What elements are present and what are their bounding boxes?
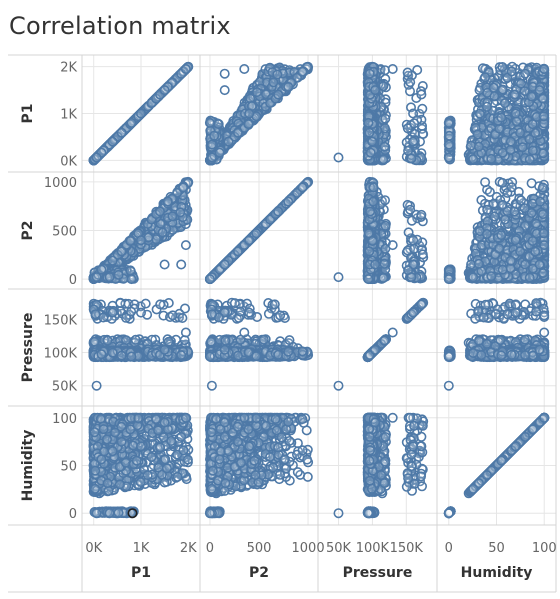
data-point[interactable] [378, 81, 389, 92]
data-point[interactable] [497, 84, 508, 95]
data-point[interactable] [239, 64, 250, 75]
data-point[interactable] [107, 136, 118, 147]
data-point[interactable] [243, 119, 254, 130]
data-point[interactable] [408, 108, 419, 119]
scatter-points[interactable] [88, 61, 550, 519]
data-point[interactable] [497, 61, 508, 72]
data-point[interactable] [416, 89, 427, 100]
data-point[interactable] [252, 87, 263, 98]
data-point[interactable] [524, 154, 535, 165]
data-point[interactable] [223, 136, 234, 147]
data-point[interactable] [406, 153, 417, 164]
data-point[interactable] [367, 136, 378, 147]
data-point[interactable] [209, 130, 220, 141]
data-point[interactable] [417, 129, 428, 140]
data-point[interactable] [443, 139, 454, 150]
data-point[interactable] [443, 152, 454, 163]
points-p1-vs-p1[interactable] [88, 61, 194, 166]
data-point[interactable] [444, 130, 455, 141]
data-point[interactable] [136, 108, 147, 119]
data-point[interactable] [213, 119, 224, 130]
data-point[interactable] [116, 127, 127, 138]
data-point[interactable] [526, 91, 537, 102]
data-point[interactable] [379, 141, 390, 152]
data-point[interactable] [283, 81, 294, 92]
data-point[interactable] [206, 152, 217, 163]
data-point[interactable] [510, 108, 521, 119]
data-point[interactable] [364, 68, 375, 79]
data-point[interactable] [363, 117, 374, 128]
cell-pressure-vs-pressure [318, 289, 437, 406]
data-point[interactable] [297, 66, 308, 77]
data-point[interactable] [480, 72, 491, 83]
data-point[interactable] [497, 147, 508, 158]
data-point[interactable] [496, 112, 507, 123]
data-point[interactable] [402, 67, 413, 78]
data-point[interactable] [515, 127, 526, 138]
chart-title: Correlation matrix [9, 12, 231, 40]
data-point[interactable] [539, 64, 550, 75]
data-point[interactable] [417, 103, 428, 114]
data-point[interactable] [509, 89, 520, 100]
data-point[interactable] [405, 77, 416, 88]
data-point[interactable] [219, 68, 230, 79]
data-point[interactable] [273, 89, 284, 100]
data-point[interactable] [370, 85, 381, 96]
data-point[interactable] [219, 85, 230, 96]
data-point[interactable] [159, 85, 170, 96]
matrix-frame [8, 54, 557, 593]
data-point[interactable] [538, 111, 549, 122]
data-point[interactable] [378, 154, 389, 165]
data-point[interactable] [505, 136, 516, 147]
data-point[interactable] [499, 98, 510, 109]
data-point[interactable] [364, 127, 375, 138]
data-point[interactable] [506, 66, 517, 77]
data-point[interactable] [473, 141, 484, 152]
data-point[interactable] [244, 108, 255, 119]
data-point[interactable] [486, 153, 497, 164]
data-point[interactable] [517, 142, 528, 153]
data-point[interactable] [126, 117, 137, 128]
data-point[interactable] [272, 69, 283, 80]
data-point[interactable] [365, 147, 376, 158]
data-point[interactable] [468, 154, 479, 165]
data-point[interactable] [520, 68, 531, 79]
data-point[interactable] [180, 64, 191, 75]
data-point[interactable] [214, 147, 225, 158]
data-point[interactable] [91, 152, 102, 163]
data-point[interactable] [380, 113, 391, 124]
data-point[interactable] [474, 108, 485, 119]
data-point[interactable] [443, 117, 454, 128]
data-point[interactable] [204, 117, 215, 128]
data-point[interactable] [409, 118, 420, 129]
data-point[interactable] [527, 145, 538, 156]
data-point[interactable] [333, 152, 344, 163]
data-point[interactable] [472, 129, 483, 140]
data-point[interactable] [481, 101, 492, 112]
data-point[interactable] [534, 85, 545, 96]
data-point[interactable] [387, 64, 398, 75]
data-point[interactable] [206, 139, 217, 150]
data-point[interactable] [233, 127, 244, 138]
data-point[interactable] [527, 119, 538, 130]
data-point[interactable] [408, 136, 419, 147]
data-point[interactable] [537, 93, 548, 104]
